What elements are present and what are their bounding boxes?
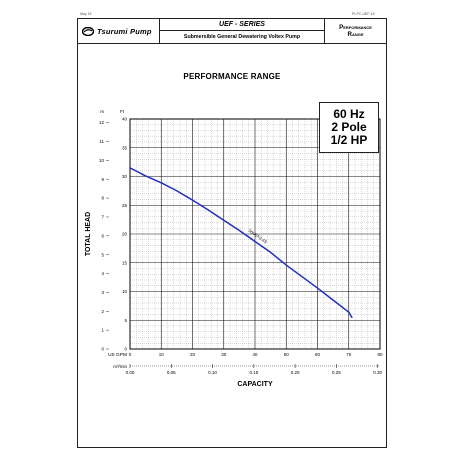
- series-point: [223, 219, 225, 221]
- series-point: [270, 252, 271, 253]
- y2-tick-label: 7: [101, 215, 104, 220]
- series-point: [192, 199, 193, 201]
- section-label-line2: Range: [347, 31, 364, 38]
- series-point: [239, 230, 240, 231]
- y2-tick-label: 0: [101, 347, 104, 352]
- series-point: [160, 182, 162, 184]
- x2-tick-label: 0.05: [167, 370, 176, 375]
- y2-tick-label: 5: [101, 252, 104, 257]
- y2-tick-label: 12: [99, 120, 105, 125]
- series-point: [129, 167, 131, 169]
- y2-tick-label: 11: [99, 139, 104, 144]
- spec-horsepower: 1/2 HP: [330, 133, 368, 147]
- tsurumi-logo-icon: [82, 26, 94, 36]
- x2-tick-label: 0.30: [373, 370, 382, 375]
- x2-tick-label: 0.10: [208, 370, 217, 375]
- y2-tick-label: 1: [101, 328, 104, 333]
- x-tick-label: 80: [377, 352, 383, 357]
- y-tick-label: 25: [122, 203, 128, 208]
- datasheet-frame: Tsurumi Pump UEF - SERIES Submersible Ge…: [77, 18, 387, 448]
- spec-box: 60 Hz 2 Pole 1/2 HP: [319, 102, 379, 153]
- x-tick-label: 10: [159, 352, 165, 357]
- sheet-code: PI-PC-UEF-15: [352, 12, 375, 16]
- y-tick-label: 5: [124, 318, 127, 323]
- x2-tick-label: 0.00: [126, 370, 135, 375]
- y-axis-label: TOTAL HEAD: [85, 212, 92, 256]
- x-tick-label: 20: [190, 352, 196, 357]
- y-tick-label: 35: [122, 145, 128, 150]
- series-line: [129, 167, 353, 319]
- y-tick-label: 30: [122, 174, 128, 179]
- series-point: [285, 264, 287, 266]
- chart-title: PERFORMANCE RANGE: [183, 72, 281, 81]
- y2-tick-label: 4: [101, 271, 104, 276]
- series-point: [317, 287, 318, 289]
- datasheet-header: Tsurumi Pump UEF - SERIES Submersible Ge…: [78, 19, 386, 44]
- x2-unit-label: m³/min: [113, 364, 127, 369]
- x-tick-label: 0: [129, 352, 132, 357]
- y2-tick-label: 9: [101, 177, 104, 182]
- y2-unit-label: m: [100, 109, 104, 114]
- y2-tick-label: 6: [101, 233, 104, 238]
- x-axis-label: CAPACITY: [237, 381, 273, 388]
- series-block: UEF - SERIES Submersible General Dewater…: [160, 19, 325, 43]
- series-label: 50UEF2.4S: [248, 228, 269, 245]
- series-name: UEF - SERIES: [160, 19, 324, 31]
- section-label-line1: Performance: [339, 24, 372, 31]
- y2-tick-label: 2: [101, 309, 104, 314]
- performance-chart: 05101520253035400123456789101112FtmTOTAL…: [85, 109, 383, 388]
- series-point: [254, 241, 256, 242]
- y2-tick-label: 10: [99, 158, 105, 163]
- x-unit-label: US GPM: [108, 352, 127, 358]
- x2-tick-label: 0.25: [332, 370, 341, 375]
- y-tick-label: 15: [122, 260, 128, 265]
- x-tick-label: 60: [315, 352, 321, 357]
- section-block: Performance Range: [325, 19, 386, 43]
- brand-name: Tsurumi Pump: [97, 26, 152, 36]
- y-unit-label: Ft: [120, 109, 125, 114]
- series-description: Submersible General Dewatering Voltex Pu…: [183, 34, 301, 40]
- spec-frequency: 60 Hz: [333, 107, 365, 121]
- x-tick-label: 50: [284, 352, 290, 357]
- y2-tick-label: 3: [101, 290, 104, 295]
- y-tick-label: 20: [122, 232, 128, 237]
- series-point: [301, 276, 303, 277]
- x-tick-label: 40: [252, 352, 258, 357]
- x-tick-label: 70: [346, 352, 352, 357]
- series-point: [332, 299, 334, 301]
- plot-border: [129, 118, 381, 350]
- series-point: [207, 209, 209, 211]
- x-tick-label: 30: [221, 352, 227, 357]
- brand-block: Tsurumi Pump: [78, 19, 160, 43]
- series-point: [348, 311, 350, 313]
- y-tick-label: 0: [124, 347, 127, 352]
- series-point: [351, 317, 353, 318]
- series-point: [176, 190, 178, 192]
- y-tick-label: 40: [122, 117, 128, 122]
- y-tick-label: 10: [122, 289, 128, 294]
- spec-poles: 2 Pole: [331, 120, 367, 134]
- sheet-date: May 15: [80, 12, 92, 16]
- series-point: [145, 175, 146, 177]
- x2-tick-label: 0.15: [249, 370, 258, 375]
- y2-tick-label: 8: [101, 196, 104, 201]
- x2-tick-label: 0.20: [291, 370, 300, 375]
